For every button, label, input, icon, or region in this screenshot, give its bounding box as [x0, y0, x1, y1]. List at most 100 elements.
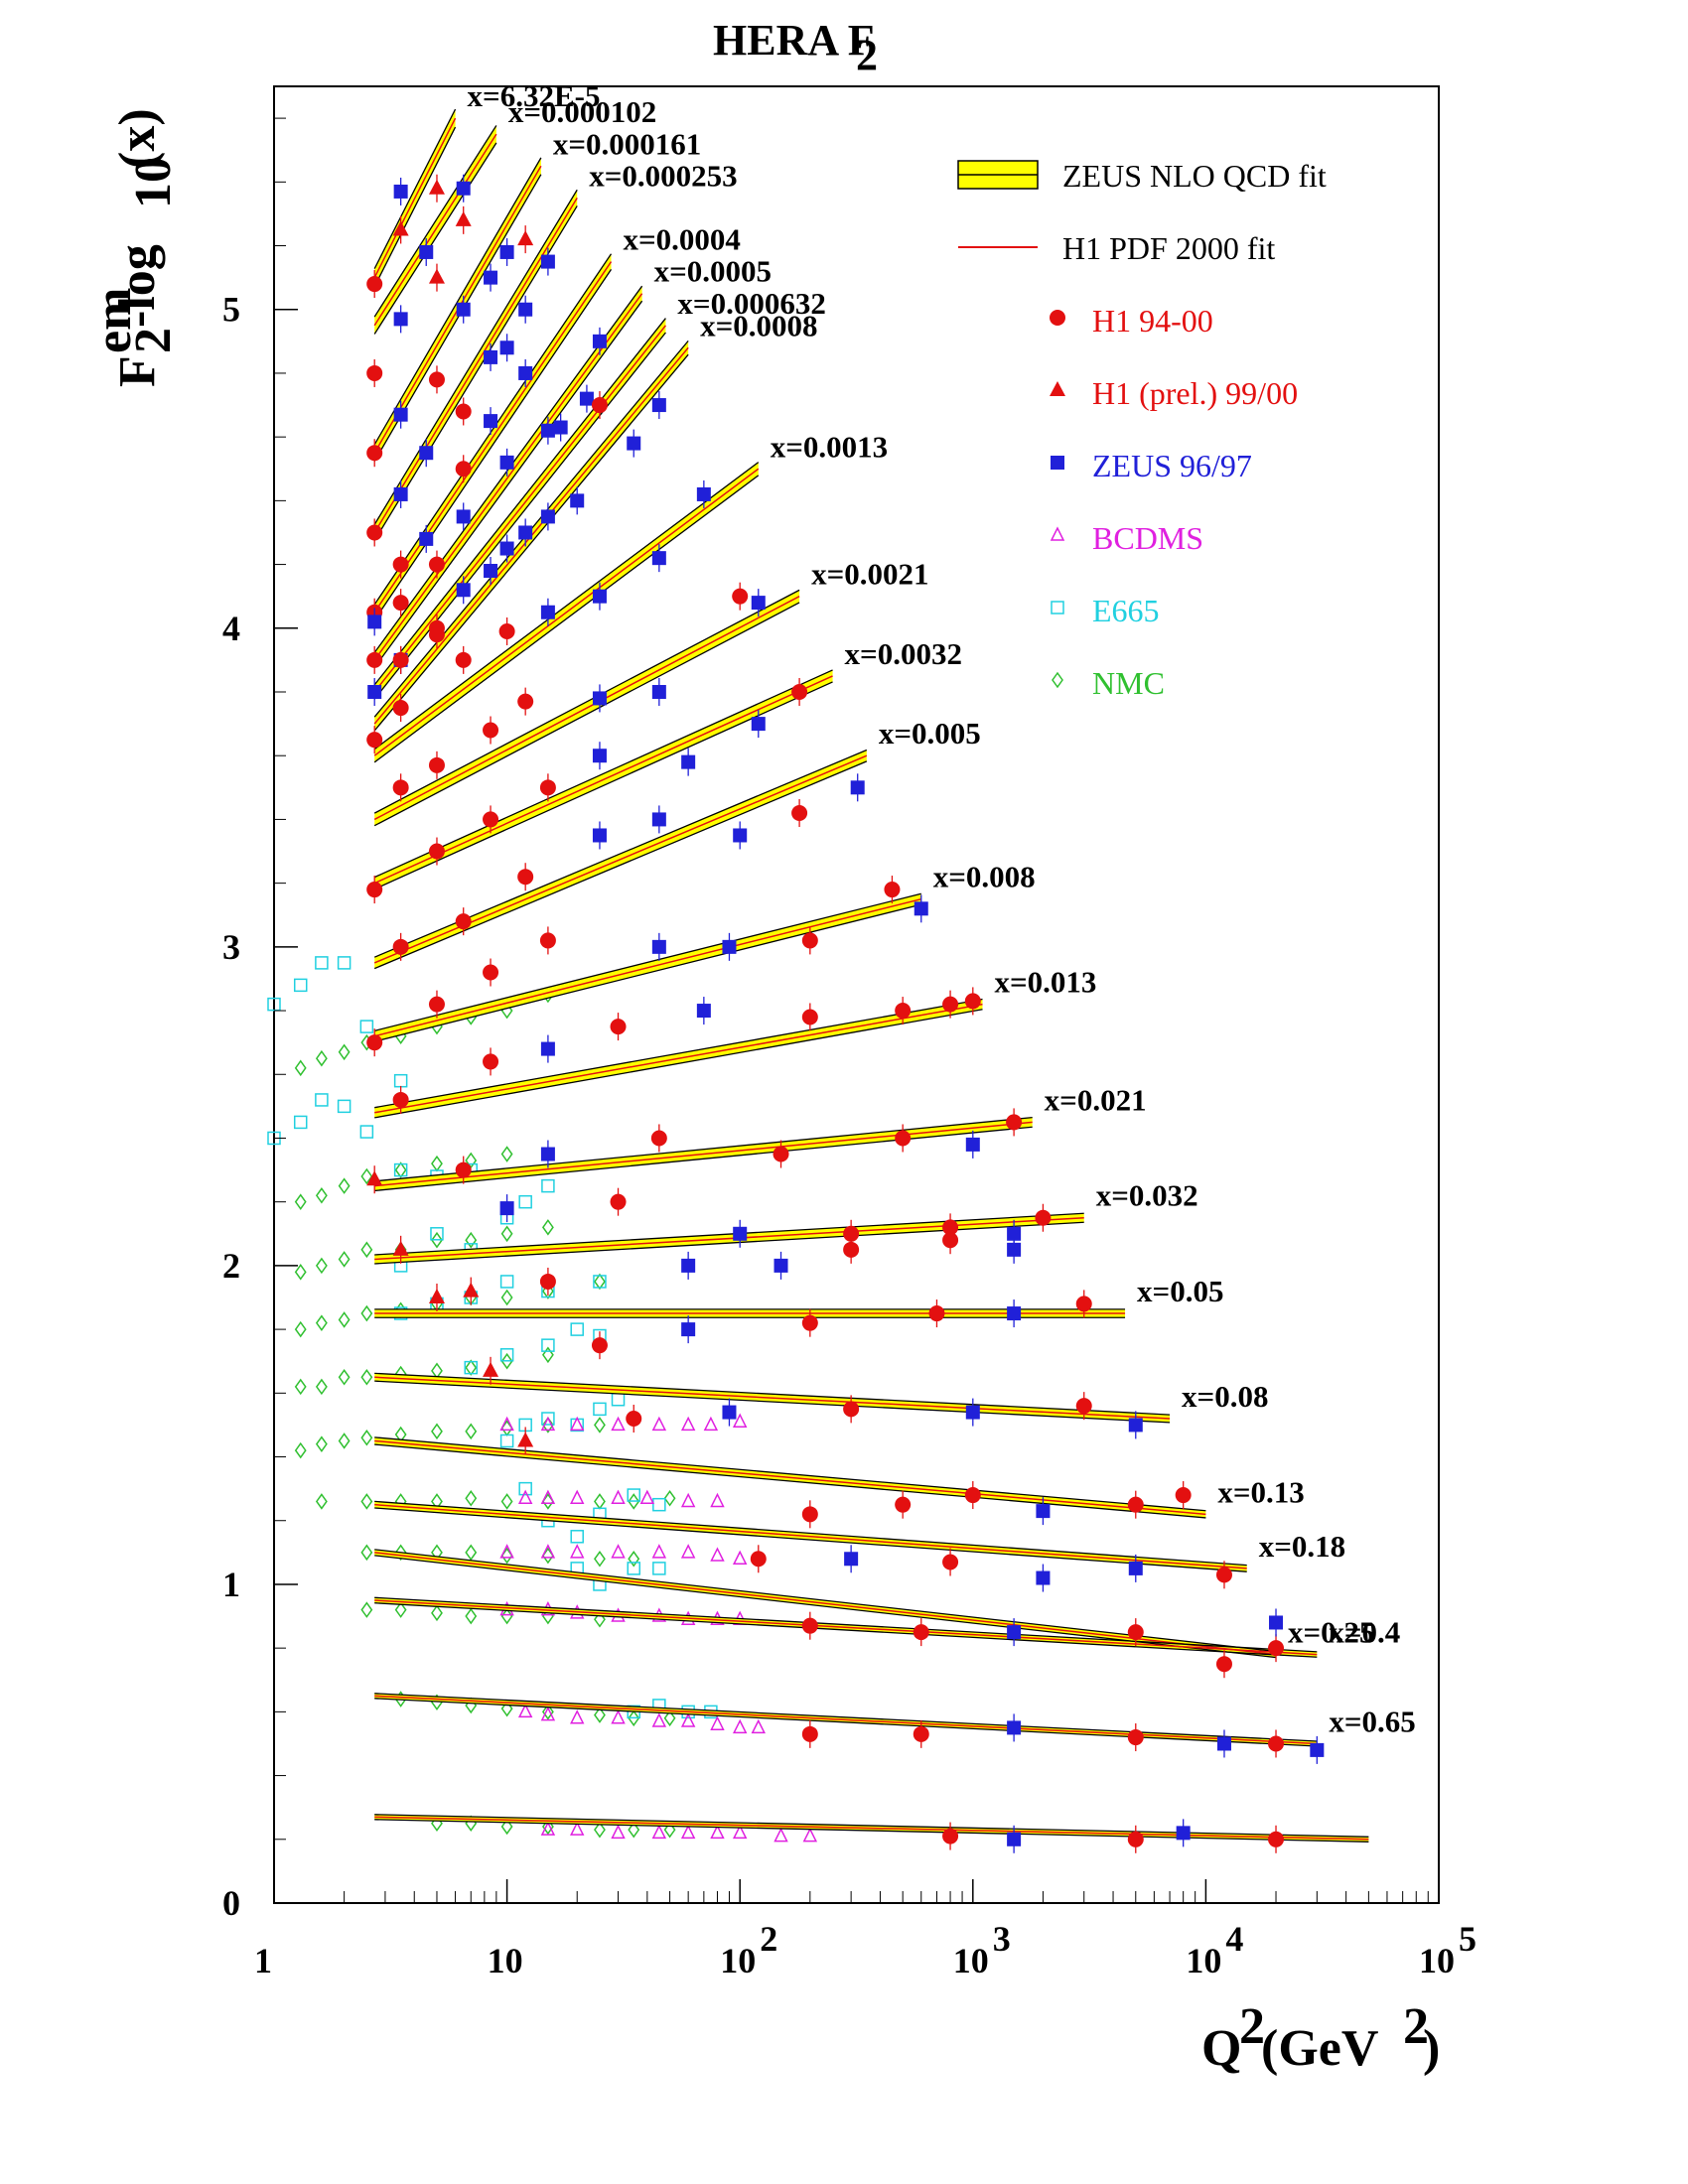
zeus-point	[540, 1147, 555, 1161]
nmc-point	[628, 1821, 640, 1839]
h1-point	[801, 1506, 818, 1523]
zeus-point	[696, 1004, 711, 1019]
bcdms-point	[611, 1709, 626, 1724]
zeus-point	[1007, 1832, 1022, 1846]
h1-point	[483, 722, 499, 739]
bcdms-point	[570, 1709, 585, 1724]
zeus-point	[1007, 1226, 1022, 1241]
nmc-point	[541, 1547, 554, 1565]
legend-marker	[1051, 456, 1064, 470]
h1-fit-line	[373, 325, 667, 693]
y-tick-label: 2	[222, 1246, 240, 1286]
zeus-fit-edge-lower	[373, 142, 497, 335]
e665-point	[393, 1073, 408, 1088]
nmc-point	[294, 1441, 307, 1459]
h1-point	[455, 913, 472, 930]
legend-item-zeus_fit: ZEUS NLO QCD fit	[957, 158, 1327, 194]
zeus-fit-edge-lower	[374, 1380, 1171, 1424]
nmc-point	[315, 1257, 328, 1275]
y-axis-label-sub: 2	[125, 328, 182, 353]
h1-point	[483, 811, 499, 828]
legend-label: ZEUS 96/97	[1092, 448, 1252, 483]
series-label: x=0.032	[1096, 1178, 1198, 1213]
nmc-point	[294, 1264, 307, 1281]
bcdms-point	[732, 1550, 748, 1566]
nmc-point	[360, 1167, 373, 1185]
nmc-point	[594, 1417, 606, 1433]
legend-label: BCDMS	[1092, 520, 1203, 556]
h1-point	[366, 445, 383, 462]
h1-fit-line	[374, 1121, 1033, 1187]
zeus-point	[456, 302, 471, 317]
zeus-fit-edge-upper	[374, 998, 983, 1109]
legend-label: ZEUS NLO QCD fit	[1062, 158, 1327, 194]
series-label: x=0.000253	[589, 158, 737, 193]
h1-point	[884, 882, 901, 898]
zeus-point	[518, 525, 533, 540]
y-axis-label-rest: -log	[109, 244, 166, 328]
nmc-point	[360, 1368, 373, 1386]
h1prel-point	[428, 268, 445, 284]
bcdms-point	[710, 1492, 725, 1508]
h1-point	[773, 1146, 789, 1162]
h1-fit-line	[373, 596, 800, 821]
nmc-point	[541, 1704, 554, 1720]
nmc-point	[315, 1493, 328, 1510]
nmc-point	[394, 1601, 407, 1618]
h1-point	[517, 869, 534, 886]
series-label: x=0.13	[1217, 1474, 1304, 1509]
h1-point	[428, 626, 445, 643]
zeus-fit-edge-upper	[373, 318, 666, 686]
h1-point	[455, 1161, 472, 1178]
zeus-point	[518, 302, 533, 317]
zeus-point	[914, 901, 928, 916]
nmc-point	[541, 1417, 554, 1433]
zeus-point	[627, 436, 641, 451]
zeus-fit-edge-upper	[373, 253, 613, 606]
h1-fit-line	[373, 197, 578, 533]
bcdms-point	[570, 1544, 585, 1559]
legend-item-nmc: NMC	[1052, 665, 1165, 701]
zeus-fit-edge-lower	[373, 300, 643, 668]
nmc-point	[500, 1352, 513, 1370]
bcdms-point	[802, 1827, 818, 1843]
h1-point	[650, 1130, 667, 1147]
series-label: x=0.0008	[700, 308, 817, 342]
h1-point	[366, 732, 383, 749]
h1-point	[1075, 1398, 1092, 1415]
h1-point	[791, 805, 808, 821]
zeus-point	[456, 583, 471, 598]
zeus-point	[681, 754, 696, 769]
legend-label: H1 94-00	[1092, 303, 1213, 339]
zeus-point	[651, 551, 666, 566]
zeus-point	[733, 1226, 748, 1241]
zeus-point	[592, 828, 607, 843]
h1-point	[455, 461, 472, 478]
h1-point	[801, 932, 818, 949]
nmc-point	[628, 1550, 640, 1568]
nmc-point	[594, 1273, 606, 1291]
h1prel-point	[517, 1432, 534, 1447]
zeus-fit-edge-upper	[374, 1436, 1206, 1512]
zeus-point	[651, 812, 666, 827]
h1-point	[732, 588, 749, 605]
zeus-point	[484, 564, 498, 578]
h1-point	[942, 1232, 959, 1249]
zeus-point	[499, 455, 514, 470]
zeus-point	[553, 420, 568, 435]
h1-point	[913, 1624, 929, 1641]
bcdms-point	[540, 1706, 556, 1721]
legend-item-h1prel: H1 (prel.) 99/00	[1050, 375, 1298, 411]
zeus-point	[592, 691, 607, 706]
nmc-point	[500, 1607, 513, 1625]
nmc-point	[465, 1423, 478, 1440]
h1-fit-line	[374, 1003, 983, 1114]
e665-point	[464, 1360, 479, 1375]
nmc-point	[315, 1049, 328, 1067]
zeus-point	[484, 414, 498, 429]
legend-item-e665: E665	[1051, 593, 1160, 628]
nmc-point	[338, 1311, 351, 1328]
zeus-point	[484, 349, 498, 364]
x-tick-exponent: 2	[760, 1919, 777, 1959]
